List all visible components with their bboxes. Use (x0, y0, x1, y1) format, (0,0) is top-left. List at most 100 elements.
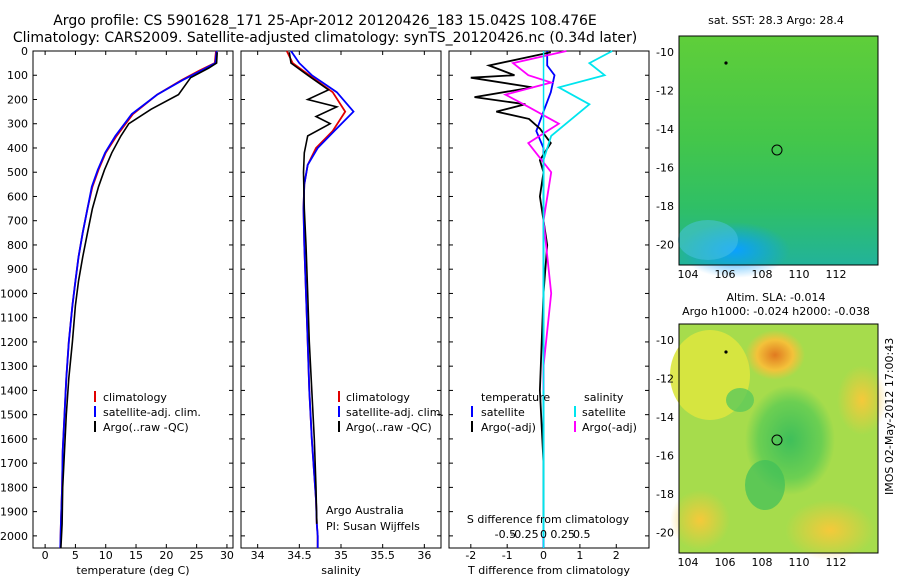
series-line-salinity-satellite (542, 50, 613, 536)
x-tick-labels: 0 5 10 15 20 25 30 34 34.5 35 35.5 36 -2 -1 0 1 2 -0.5-0.… (42, 528, 620, 562)
sla-high-east (837, 365, 887, 435)
series-line-salinity-argo-adj- (502, 50, 567, 391)
legend-label-temp-argo: Argo(-adj) (481, 421, 536, 434)
x-tick-label: 30 (220, 549, 234, 562)
depth-tick-label: 700 (7, 215, 28, 228)
map-lat-label: -16 (656, 450, 674, 463)
map-lat-label: -12 (656, 373, 674, 386)
map-lon-label: 110 (789, 268, 810, 281)
legend-swatch-temp-argo (471, 421, 473, 432)
map-lat-label: -10 (656, 46, 674, 59)
depth-tick-label: 0 (21, 45, 28, 58)
temperature-panel-frame (32, 50, 234, 549)
sla-island-dot (724, 350, 728, 354)
sst-island-dot (724, 61, 728, 65)
map-lon-label: 110 (789, 556, 810, 569)
s-diff-tick-label: 0.5 (573, 528, 591, 541)
difference-xlabel: T difference from climatology (467, 564, 630, 577)
x-tick-label: 0 (42, 549, 49, 562)
depth-tick-label: 800 (7, 239, 28, 252)
sla-high-south (785, 500, 875, 560)
depth-tick-label: 1700 (0, 457, 28, 470)
map-lon-label: 108 (752, 556, 773, 569)
map-lon-label: 104 (678, 556, 699, 569)
legend-swatch-satellite (338, 406, 340, 417)
depth-tick-label: 900 (7, 263, 28, 276)
salinity-note-argo-australia: Argo Australia (326, 504, 404, 517)
legend-label-argo: Argo(..raw -QC) (103, 421, 189, 434)
imos-watermark: IMOS 02-May-2012 17:00:43 (883, 337, 896, 495)
map-lat-label: -10 (656, 334, 674, 347)
legend-swatch-satellite (94, 406, 96, 417)
legend-label-temp-satellite: satellite (481, 406, 525, 419)
sla-high-north (745, 330, 805, 380)
depth-tick-label: 600 (7, 190, 28, 203)
difference-top-label: S difference from climatology (467, 513, 630, 526)
depth-tick-label: 200 (7, 93, 28, 106)
x-tick-label: -2 (465, 549, 476, 562)
profile-lines (59, 50, 613, 549)
map-tick-labels: 104 106 108 110 112 -10 -12 -14 -16 -18 -20 104 106 1… (656, 46, 846, 569)
legend-label-climatology: climatology (103, 391, 167, 404)
map-lat-label: -20 (656, 527, 674, 540)
legend-swatch-temp-satellite (471, 406, 473, 417)
legend-head-temperature: temperature (481, 391, 550, 404)
argo-location-marker-sst (771, 144, 783, 156)
sst-map (678, 35, 879, 278)
legend-head-salinity: salinity (584, 391, 624, 404)
depth-tick-label: 1300 (0, 360, 28, 373)
x-tick-label: 36 (417, 549, 431, 562)
x-tick-label: -1 (502, 549, 513, 562)
x-tick-label: 5 (72, 549, 79, 562)
s-diff-tick-label: 0 (540, 528, 547, 541)
depth-axis: 0 100 200 300 400 500 600 700 800 900 1000 1100 1200… (0, 45, 28, 543)
depth-tick-label: 1200 (0, 336, 28, 349)
map-lon-label: 106 (715, 268, 736, 281)
map-lat-label: -16 (656, 162, 674, 175)
panel-ticks (33, 50, 649, 548)
legend-label-sal-satellite: satellite (582, 406, 626, 419)
sla-low-west (726, 388, 754, 412)
legend-swatch-sal-argo (574, 421, 576, 432)
depth-tick-label: 1600 (0, 433, 28, 446)
legend-label-climatology: climatology (346, 391, 410, 404)
series-line-satellite-adj-clim- (59, 50, 218, 549)
salinity-panel-frame (240, 50, 442, 549)
x-tick-label: 15 (129, 549, 143, 562)
map-lon-label: 104 (678, 268, 699, 281)
figure-title-line1: Argo profile: CS 5901628_171 25-Apr-2012… (53, 13, 597, 29)
depth-tick-label: 1800 (0, 481, 28, 494)
legend-label-satellite: satellite-adj. clim. (346, 406, 444, 419)
legend-swatch-climatology (94, 391, 96, 402)
map-lon-label: 108 (752, 268, 773, 281)
map-lat-label: -18 (656, 488, 674, 501)
map-lon-label: 106 (715, 556, 736, 569)
depth-tick-label: 1900 (0, 506, 28, 519)
legend-label-argo: Argo(..raw -QC) (346, 421, 432, 434)
depth-tick-label: 1100 (0, 312, 28, 325)
x-tick-label: 35.5 (370, 549, 395, 562)
argo-location-marker-sla (771, 434, 783, 446)
x-tick-label: 1 (576, 549, 583, 562)
series-line-argo-raw-qc- (288, 52, 340, 524)
s-diff-tick-label: -0.25 (510, 528, 538, 541)
map-lon-label: 112 (826, 268, 847, 281)
depth-tick-label: 2000 (0, 530, 28, 543)
salinity-legend: climatology satellite-adj. clim. Argo(..… (326, 391, 444, 533)
temperature-legend: climatology satellite-adj. clim. Argo(..… (94, 391, 201, 434)
depth-tick-label: 1000 (0, 287, 28, 300)
difference-legend: temperature salinity satellite Argo(-adj… (471, 391, 637, 434)
map-lat-label: -18 (656, 200, 674, 213)
series-line-argo-raw-qc- (60, 52, 218, 549)
x-tick-label: 35 (334, 549, 348, 562)
series-line-satellite-adj-clim- (290, 50, 355, 548)
map-lat-label: -14 (656, 123, 674, 136)
sla-low-centre-2 (745, 460, 785, 510)
sla-map (670, 323, 887, 560)
figure-title-line2: Climatology: CARS2009. Satellite-adjuste… (12, 30, 638, 46)
legend-label-sal-argo: Argo(-adj) (582, 421, 637, 434)
legend-swatch-argo (94, 421, 96, 432)
x-tick-label: 2 (613, 549, 620, 562)
legend-swatch-argo (338, 421, 340, 432)
s-diff-tick-label: 0.25 (550, 528, 575, 541)
